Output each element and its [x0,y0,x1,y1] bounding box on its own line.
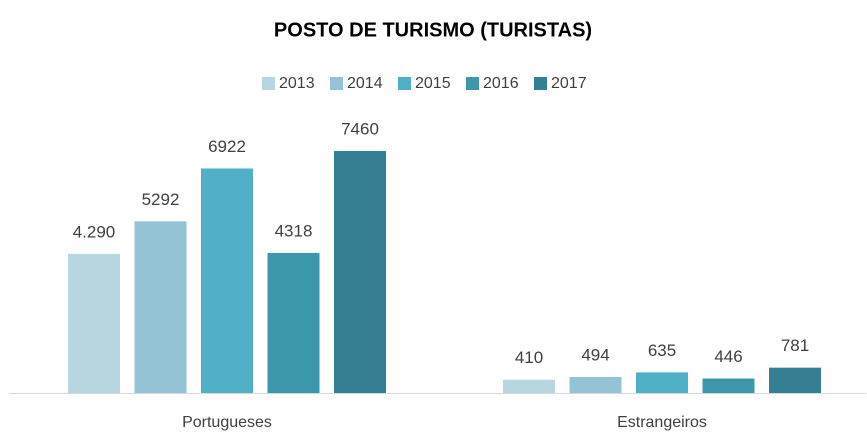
legend-label: 2017 [551,75,587,92]
legend-swatch [398,77,411,90]
data-label: 446 [714,347,742,366]
data-label: 494 [581,345,609,364]
bar [503,379,555,393]
bar [569,376,622,393]
x-tick-label: Estrangeiros [617,414,707,431]
legend-label: 2013 [279,75,315,92]
chart-title: POSTO DE TURISMO (TURISTAS) [274,19,592,41]
data-label: 410 [515,348,543,367]
legend-label: 2014 [347,75,383,92]
data-label: 4.290 [73,222,116,241]
data-label: 4318 [275,221,313,240]
bar [769,367,821,393]
legend-swatch [262,77,275,90]
x-tick-label: Portugueses [182,414,272,431]
legend-swatch [534,77,547,90]
bar [201,168,253,393]
data-label: 6922 [208,137,246,156]
bar [636,372,688,393]
bar [68,253,120,393]
legend-label: 2015 [415,75,451,92]
data-label: 5292 [142,190,180,209]
legend-label: 2016 [483,75,519,92]
bar [267,252,320,393]
data-label: 7460 [341,120,379,139]
legend-swatch [466,77,479,90]
bar [334,151,386,393]
data-label: 781 [781,336,809,355]
legend-swatch [330,77,343,90]
bar [702,378,755,393]
bar [134,221,187,393]
data-label: 635 [648,341,676,360]
